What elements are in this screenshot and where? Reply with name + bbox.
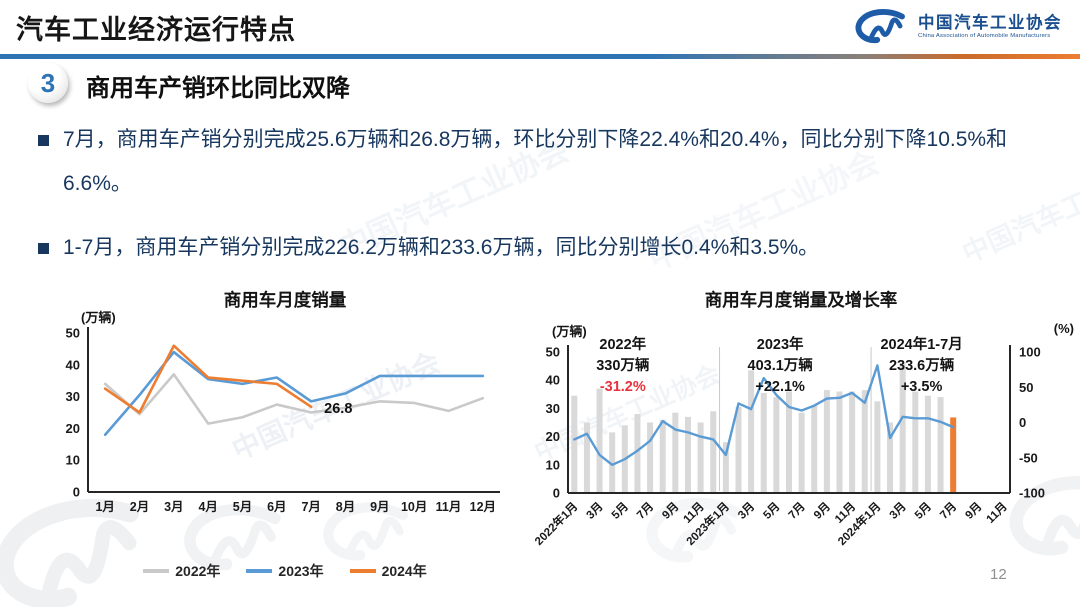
svg-text:6月: 6月 bbox=[267, 500, 286, 514]
annotation-line: 233.6万辆 bbox=[888, 358, 955, 374]
svg-text:50: 50 bbox=[1019, 380, 1033, 395]
data-label: 26.8 bbox=[324, 401, 352, 417]
series-2022年 bbox=[103, 373, 485, 425]
logo-org-name: 中国汽车工业协会 bbox=[918, 14, 1062, 33]
legend-label: 2022年 bbox=[175, 563, 221, 579]
legend-dash-icon bbox=[246, 569, 273, 573]
svg-text:3月: 3月 bbox=[735, 500, 757, 522]
svg-text:5月: 5月 bbox=[233, 500, 252, 514]
svg-text:2月: 2月 bbox=[130, 500, 149, 514]
svg-text:100: 100 bbox=[1019, 345, 1041, 360]
bullet-item: 1-7月，商用车产销分别完成226.2万辆和233.6万辆，同比分别增长0.4%… bbox=[30, 226, 1055, 270]
bullet-marker bbox=[38, 135, 49, 146]
svg-text:5月: 5月 bbox=[609, 500, 631, 522]
svg-text:50: 50 bbox=[546, 345, 560, 360]
svg-text:3月: 3月 bbox=[584, 500, 606, 522]
svg-text:11月: 11月 bbox=[436, 500, 462, 514]
svg-text:9月: 9月 bbox=[370, 500, 389, 514]
annotation-2022: 2022年 330万辆 -31.2% bbox=[596, 335, 649, 398]
svg-text:0: 0 bbox=[553, 486, 560, 501]
svg-text:12月: 12月 bbox=[470, 500, 496, 514]
legend-label: 2024年 bbox=[381, 563, 427, 579]
left-axis-unit-label: (万辆) bbox=[552, 324, 587, 339]
svg-text:9月: 9月 bbox=[660, 500, 682, 522]
svg-text:5月: 5月 bbox=[912, 500, 934, 522]
page-number: 12 bbox=[990, 566, 1007, 583]
annotation-line: +22.1% bbox=[755, 379, 805, 395]
svg-text:9月: 9月 bbox=[811, 500, 833, 522]
y-axis-unit-label: (万辆) bbox=[81, 310, 116, 325]
svg-text:2022年1月: 2022年1月 bbox=[532, 499, 581, 548]
sales-growth-combo-chart: 商用车月度销量及增长率 (万辆) (%) 0 10 20 30 40 50 100 50 0 -5… bbox=[522, 285, 1080, 600]
svg-text:7月: 7月 bbox=[937, 500, 959, 522]
legend-item-2024: 2024年 bbox=[349, 561, 427, 581]
svg-text:4月: 4月 bbox=[198, 500, 217, 514]
section-title: 商用车产销环比同比双降 bbox=[86, 75, 350, 102]
annotation-line: 330万辆 bbox=[596, 358, 650, 374]
right-axis-unit-label: (%) bbox=[1053, 321, 1074, 336]
annotation-line: 403.1万辆 bbox=[747, 358, 813, 374]
svg-text:30: 30 bbox=[546, 401, 560, 416]
bullet-list: 7月，商用车产销分别完成25.6万辆和26.8万辆，环比分别下降22.4%和20… bbox=[30, 118, 1055, 290]
page-title: 汽车工业经济运行特点 bbox=[16, 15, 296, 45]
chart-legend: 2022年 2023年 2024年 bbox=[55, 561, 515, 581]
svg-text:40: 40 bbox=[66, 357, 80, 372]
annotation-2023: 2023年 403.1万辆 +22.1% bbox=[748, 335, 813, 398]
series-2023年 bbox=[103, 350, 485, 437]
chart-canvas: 0 10 20 30 40 50 1月 2月 3月 4月 5月 6月 7月 8月 9月 10月 11月 12月 26… bbox=[66, 326, 500, 514]
svg-text:20: 20 bbox=[546, 429, 560, 444]
legend-dash-icon bbox=[349, 569, 376, 573]
chart-title: 商用车月度销量及增长率 bbox=[704, 290, 898, 310]
svg-text:0: 0 bbox=[1019, 415, 1026, 430]
svg-text:11月: 11月 bbox=[984, 500, 1010, 526]
svg-text:10月: 10月 bbox=[401, 500, 427, 514]
svg-text:3月: 3月 bbox=[887, 500, 909, 522]
growth-rate-line bbox=[573, 364, 955, 467]
bullet-item: 7月，商用车产销分别完成25.6万辆和26.8万辆，环比分别下降22.4%和20… bbox=[30, 118, 1055, 206]
svg-text:5月: 5月 bbox=[761, 500, 783, 522]
legend-item-2022: 2022年 bbox=[143, 561, 220, 581]
svg-text:0: 0 bbox=[73, 485, 80, 500]
caam-logo-icon bbox=[852, 6, 910, 48]
monthly-sales-line-chart: 商用车月度销量 (万辆) 0 10 20 30 40 50 1月 2月 3月 4月 5月 6月 7月 8月… bbox=[55, 285, 515, 600]
annotation-line: 2022年 bbox=[599, 337, 647, 353]
annotation-2024: 2024年1-7月 233.6万辆 +3.5% bbox=[880, 335, 962, 398]
section-number-badge: 3 bbox=[28, 63, 68, 103]
svg-text:7月: 7月 bbox=[786, 500, 808, 522]
svg-text:20: 20 bbox=[66, 421, 80, 436]
chart-title: 商用车月度销量 bbox=[223, 290, 347, 310]
bullet-text: 7月，商用车产销分别完成25.6万辆和26.8万辆，环比分别下降22.4%和20… bbox=[63, 128, 1008, 195]
svg-text:8月: 8月 bbox=[336, 500, 355, 514]
svg-text:7月: 7月 bbox=[301, 500, 320, 514]
bullet-marker bbox=[38, 243, 49, 254]
svg-text:3月: 3月 bbox=[164, 500, 183, 514]
svg-text:1月: 1月 bbox=[95, 500, 114, 514]
svg-text:50: 50 bbox=[66, 326, 80, 341]
svg-text:7月: 7月 bbox=[634, 500, 656, 522]
svg-text:10: 10 bbox=[66, 453, 80, 468]
logo-org-name-en: China Association of Automobile Manufact… bbox=[918, 33, 1051, 40]
annotation-line: 2024年1-7月 bbox=[880, 337, 963, 353]
legend-item-2023: 2023年 bbox=[246, 561, 324, 581]
series-2024年 bbox=[103, 344, 313, 414]
bars-group bbox=[571, 363, 957, 493]
annotation-line: -31.2% bbox=[599, 379, 646, 395]
legend-dash-icon bbox=[143, 569, 170, 573]
annotation-line: 2023年 bbox=[756, 337, 804, 353]
svg-text:10: 10 bbox=[546, 457, 560, 472]
svg-text:-50: -50 bbox=[1019, 450, 1038, 465]
bullet-text: 1-7月，商用车产销分别完成226.2万辆和233.6万辆，同比分别增长0.4%… bbox=[63, 236, 820, 259]
header-divider bbox=[0, 54, 1080, 59]
annotation-line: +3.5% bbox=[900, 379, 943, 395]
legend-label: 2023年 bbox=[278, 563, 324, 579]
svg-text:30: 30 bbox=[66, 389, 80, 404]
svg-text:40: 40 bbox=[546, 373, 560, 388]
caam-logo: 中国汽车工业协会 China Association of Automobile… bbox=[852, 6, 1062, 48]
svg-text:-100: -100 bbox=[1019, 486, 1045, 501]
svg-text:9月: 9月 bbox=[963, 500, 985, 522]
